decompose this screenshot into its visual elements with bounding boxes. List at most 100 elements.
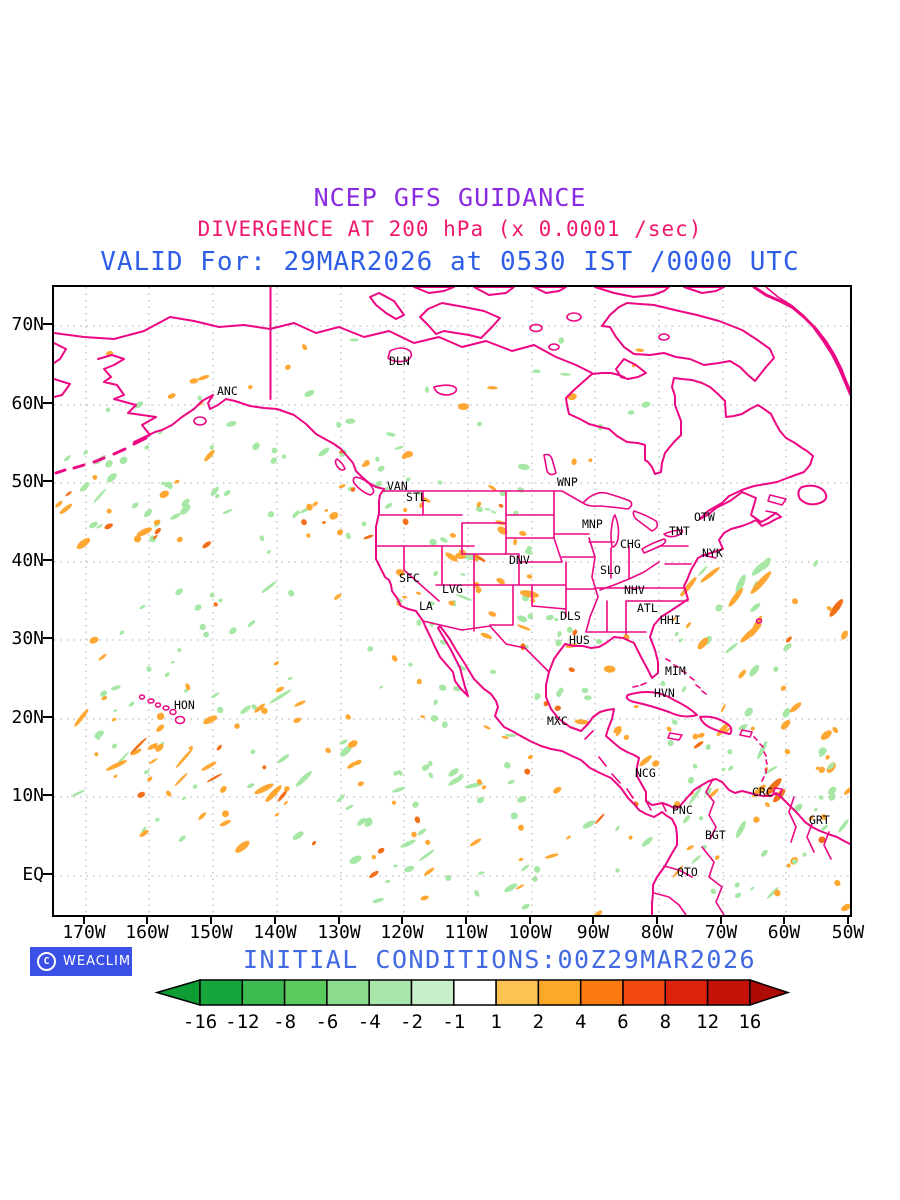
lon-label-100W: 100W — [508, 922, 552, 943]
chart-subtitle: DIVERGENCE AT 200 hPa (x 0.0001 /sec) — [197, 217, 703, 241]
lat-tick — [43, 794, 52, 796]
lon-label-110W: 110W — [444, 922, 488, 943]
lon-label-160W: 160W — [125, 922, 169, 943]
station-label-LA: LA — [419, 599, 433, 613]
station-label-NYK: NYK — [702, 546, 723, 560]
station-label-OTW: OTW — [694, 510, 715, 524]
valid-time-line: VALID For: 29MAR2026 at 0530 IST /0000 U… — [100, 247, 800, 277]
colorbar-tick--2: -2 — [400, 1011, 423, 1033]
lon-tick — [83, 915, 85, 924]
lon-tick — [338, 915, 340, 924]
colorbar-tick--16: -16 — [183, 1011, 217, 1033]
map-plot-area: ANC DLN VAN STL WNP MNP CHG TNT OTW NYK SLO NHV DNV S… — [52, 285, 852, 917]
colorbar-tick-8: 8 — [660, 1011, 671, 1033]
lon-tick — [529, 915, 531, 924]
station-label-CRC: CRC — [752, 785, 773, 799]
lat-tick — [43, 323, 52, 325]
lon-label-50W: 50W — [831, 922, 865, 943]
colorbar-tick--1: -1 — [442, 1011, 465, 1033]
grid-lines — [54, 287, 850, 915]
lon-tick — [401, 915, 403, 924]
lat-tick — [43, 716, 52, 718]
lat-tick — [43, 637, 52, 639]
station-label-NCG: NCG — [635, 766, 656, 780]
lon-label-60W: 60W — [767, 922, 801, 943]
lon-tick — [656, 915, 658, 924]
logo-text: WEACLIM — [63, 954, 132, 969]
station-label-TNT: TNT — [669, 524, 690, 538]
station-label-BGT: BGT — [705, 828, 726, 842]
divergence-shading — [55, 337, 850, 915]
lon-tick — [720, 915, 722, 924]
lat-tick — [43, 480, 52, 482]
station-label-STL: STL — [406, 490, 427, 504]
station-label-DNV: DNV — [509, 553, 530, 567]
colorbar-tick--12: -12 — [225, 1011, 259, 1033]
lon-label-130W: 130W — [317, 922, 361, 943]
station-label-DLN: DLN — [389, 354, 410, 368]
lat-tick — [43, 559, 52, 561]
lon-tick — [783, 915, 785, 924]
colorbar-tick--4: -4 — [358, 1011, 381, 1033]
station-label-HHI: HHI — [660, 613, 681, 627]
lon-label-70W: 70W — [704, 922, 738, 943]
station-label-ATL: ATL — [637, 601, 658, 615]
initial-conditions-line: INITIAL CONDITIONS:00Z29MAR2026 — [243, 945, 757, 974]
lat-tick — [43, 873, 52, 875]
copyright-icon: C — [37, 952, 56, 971]
station-label-HVN: HVN — [654, 686, 675, 700]
lon-label-90W: 90W — [576, 922, 610, 943]
lat-label-70N: 70N — [11, 314, 44, 335]
lat-label-EQ: EQ — [22, 864, 44, 885]
station-label-MIM: MIM — [665, 664, 686, 678]
lon-tick — [465, 915, 467, 924]
lon-label-140W: 140W — [253, 922, 297, 943]
coastlines — [54, 287, 850, 915]
station-label-MNP: MNP — [582, 517, 603, 531]
colorbar-tick-6: 6 — [617, 1011, 628, 1033]
page-title: NCEP GFS GUIDANCE — [313, 183, 587, 212]
lon-tick — [847, 915, 849, 924]
station-label-QTO: QTO — [677, 865, 698, 879]
lat-label-30N: 30N — [11, 628, 44, 649]
station-label-CHG: CHG — [620, 537, 641, 551]
lat-label-50N: 50N — [11, 471, 44, 492]
lon-label-170W: 170W — [62, 922, 106, 943]
lon-label-150W: 150W — [189, 922, 233, 943]
lon-label-80W: 80W — [640, 922, 674, 943]
station-label-HUS: HUS — [569, 633, 590, 647]
station-label-PNC: PNC — [672, 803, 693, 817]
weaclim-logo: C WEACLIM — [30, 947, 132, 976]
lon-tick — [146, 915, 148, 924]
lon-tick — [210, 915, 212, 924]
station-label-HON: HON — [174, 698, 195, 712]
station-label-GRT: GRT — [809, 813, 830, 827]
colorbar-tick-16: 16 — [738, 1011, 761, 1033]
hawaii-islands — [138, 694, 186, 725]
colorbar-tick--8: -8 — [273, 1011, 296, 1033]
lon-tick — [592, 915, 594, 924]
station-label-NHV: NHV — [624, 583, 645, 597]
lon-label-120W: 120W — [380, 922, 424, 943]
station-label-ANC: ANC — [217, 384, 238, 398]
lat-label-60N: 60N — [11, 393, 44, 414]
lat-label-20N: 20N — [11, 707, 44, 728]
colorbar-tick-4: 4 — [575, 1011, 586, 1033]
station-label-SFC: SFC — [399, 571, 420, 585]
colorbar-tick-12: 12 — [696, 1011, 719, 1033]
lat-label-40N: 40N — [11, 550, 44, 571]
colorbar-tick-1: 1 — [490, 1011, 501, 1033]
station-label-MXC: MXC — [547, 714, 568, 728]
lon-tick — [274, 915, 276, 924]
station-label-WNP: WNP — [557, 475, 578, 489]
station-label-DLS: DLS — [560, 609, 581, 623]
colorbar-tick--6: -6 — [315, 1011, 338, 1033]
station-label-VAN: VAN — [387, 479, 408, 493]
colorbar-tick-2: 2 — [533, 1011, 544, 1033]
lat-label-10N: 10N — [11, 785, 44, 806]
colorbar: -16 -12 -8 -6 -4 -2 -1 1 2 4 6 8 12 16 — [154, 978, 791, 1033]
lat-tick — [43, 402, 52, 404]
